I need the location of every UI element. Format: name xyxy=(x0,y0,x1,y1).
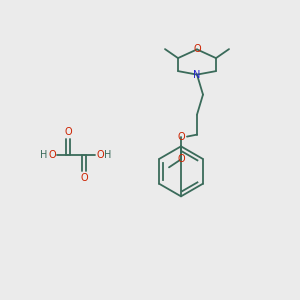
Text: O: O xyxy=(64,127,72,137)
Text: H: H xyxy=(104,150,112,160)
Text: O: O xyxy=(193,44,201,54)
Text: O: O xyxy=(96,150,104,160)
Text: O: O xyxy=(177,132,185,142)
Text: H: H xyxy=(40,150,48,160)
Text: O: O xyxy=(48,150,56,160)
Text: O: O xyxy=(80,173,88,183)
Text: N: N xyxy=(193,70,201,80)
Text: O: O xyxy=(177,154,185,164)
